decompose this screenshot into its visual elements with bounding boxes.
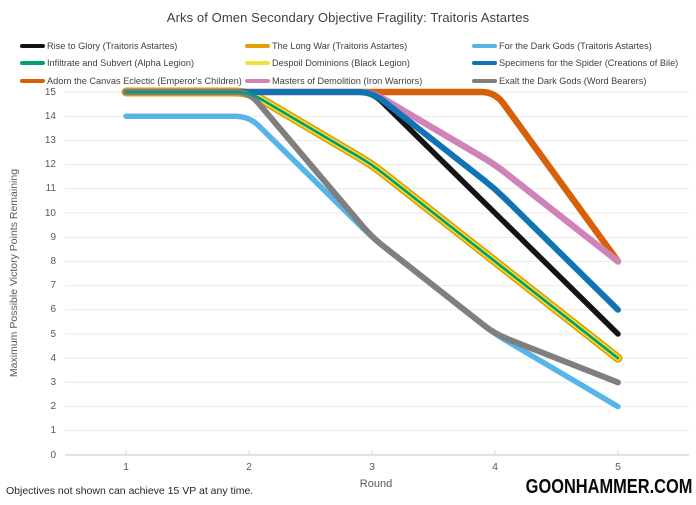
legend-swatch bbox=[245, 78, 270, 83]
legend-item: Specimens for the Spider (Creations of B… bbox=[472, 55, 678, 73]
footnote: Objectives not shown can achieve 15 VP a… bbox=[6, 485, 254, 497]
legend-label: Infiltrate and Subvert (Alpha Legion) bbox=[47, 58, 195, 69]
legend-label: Rise to Glory (Traitoris Astartes) bbox=[47, 40, 178, 51]
x-tick-label: 5 bbox=[615, 461, 621, 473]
y-tick-label: 6 bbox=[50, 304, 56, 316]
legend-item: Adorn the Canvas Eclectic (Emperor's Chi… bbox=[20, 72, 242, 90]
legend-item: Infiltrate and Subvert (Alpha Legion) bbox=[20, 55, 242, 73]
legend-swatch bbox=[472, 78, 497, 83]
legend-swatch bbox=[245, 61, 270, 66]
y-tick-label: 9 bbox=[50, 231, 56, 243]
legend-label: The Long War (Traitoris Astartes) bbox=[272, 40, 408, 51]
legend-column-1: Rise to Glory (Traitoris Astartes) Infilt… bbox=[20, 37, 242, 90]
x-tick-label: 1 bbox=[123, 461, 129, 473]
y-tick-label: 5 bbox=[50, 328, 56, 340]
legend-swatch bbox=[20, 61, 45, 66]
legend-item: Rise to Glory (Traitoris Astartes) bbox=[20, 37, 242, 55]
legend-swatch bbox=[20, 78, 45, 83]
legend-item: Masters of Demolition (Iron Warriors) bbox=[245, 72, 422, 90]
legend-column-3: For the Dark Gods (Traitoris Astartes) Sp… bbox=[472, 37, 678, 90]
series-line-4 bbox=[121, 87, 623, 363]
y-tick-label: 4 bbox=[50, 352, 56, 364]
y-tick-label: 13 bbox=[44, 134, 56, 146]
legend-column-2: The Long War (Traitoris Astartes) Despoil… bbox=[245, 37, 422, 90]
y-tick-label: 3 bbox=[50, 376, 56, 388]
legend-swatch bbox=[472, 43, 497, 48]
series-line-2 bbox=[124, 90, 620, 360]
legend-swatch bbox=[245, 43, 270, 48]
legend-label: Masters of Demolition (Iron Warriors) bbox=[272, 75, 423, 86]
legend-label: Exalt the Dark Gods (Word Bearers) bbox=[499, 75, 647, 86]
legend-label: Specimens for the Spider (Creations of B… bbox=[499, 58, 679, 69]
legend-item: The Long War (Traitoris Astartes) bbox=[245, 37, 422, 55]
legend-swatch bbox=[20, 43, 45, 48]
y-axis-title: Maximum Possible Victory Points Remainin… bbox=[8, 168, 20, 378]
y-tick-label: 8 bbox=[50, 255, 56, 267]
legend-label: For the Dark Gods (Traitoris Astartes) bbox=[499, 40, 652, 51]
goonhammer-logo: GOONHAMMER.COM bbox=[525, 475, 692, 498]
x-tick-label: 3 bbox=[369, 461, 375, 473]
legend-label: Despoil Dominions (Black Legion) bbox=[272, 58, 410, 69]
y-tick-label: 12 bbox=[44, 159, 56, 171]
series-line-5 bbox=[123, 89, 621, 361]
y-tick-label: 2 bbox=[50, 401, 56, 413]
x-tick-label: 4 bbox=[492, 461, 498, 473]
y-tick-label: 1 bbox=[50, 425, 56, 437]
chart-title: Arks of Omen Secondary Objective Fragili… bbox=[166, 10, 530, 25]
y-tick-label: 14 bbox=[44, 110, 56, 122]
y-tick-label: 7 bbox=[50, 280, 56, 292]
legend-item: Exalt the Dark Gods (Word Bearers) bbox=[472, 72, 678, 90]
legend-item: For the Dark Gods (Traitoris Astartes) bbox=[472, 37, 678, 55]
legend-swatch bbox=[472, 61, 497, 66]
y-tick-label: 15 bbox=[44, 86, 56, 98]
legend-item: Despoil Dominions (Black Legion) bbox=[245, 55, 422, 73]
y-tick-label: 0 bbox=[50, 449, 56, 461]
legend-label: Adorn the Canvas Eclectic (Emperor's Chi… bbox=[47, 75, 242, 86]
y-tick-label: 11 bbox=[45, 183, 56, 195]
x-axis-title: Round bbox=[359, 478, 393, 490]
x-tick-label: 2 bbox=[246, 461, 252, 473]
y-tick-label: 10 bbox=[44, 207, 56, 219]
